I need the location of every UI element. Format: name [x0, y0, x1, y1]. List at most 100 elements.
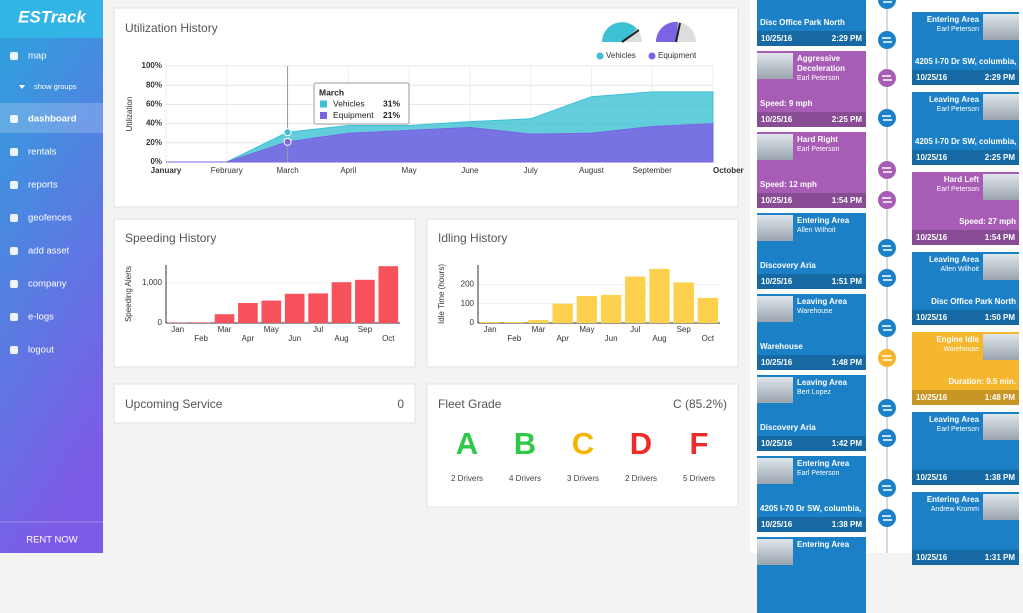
timeline-icon: [878, 349, 896, 367]
nav-item[interactable]: show groups: [34, 82, 77, 91]
card-title: Utilization History: [125, 21, 218, 35]
nav-icon: [10, 280, 18, 288]
nav-item[interactable]: e-logs: [28, 312, 54, 323]
event-date: 10/25/16: [916, 310, 947, 325]
x-tick-label: Oct: [702, 334, 715, 343]
y-tick-label: 80%: [146, 80, 162, 89]
event-date: 10/25/16: [916, 70, 947, 85]
event-subtitle: Earl Peterson: [797, 469, 863, 479]
event-title: Entering Area: [913, 495, 979, 505]
event-time: 1:38 PM: [985, 470, 1015, 485]
bar: [649, 269, 669, 323]
vehicle-photo: [983, 254, 1019, 280]
bar: [215, 314, 235, 323]
y-tick-label: 0%: [150, 157, 162, 166]
timeline-icon: [878, 161, 896, 179]
grade-drivers: 3 Drivers: [567, 474, 599, 483]
nav-item[interactable]: company: [28, 279, 67, 290]
grade-drivers: 5 Drivers: [683, 474, 715, 483]
x-tick-label: Oct: [382, 334, 395, 343]
x-tick-label: January: [151, 166, 182, 175]
legend-label: Vehicles: [606, 51, 636, 60]
x-tick-label: August: [579, 166, 605, 175]
x-tick-label: Mar: [532, 325, 546, 334]
event-subtitle: Allen Wilhoit: [797, 226, 863, 236]
event-subtitle: Earl Peterson: [913, 25, 979, 35]
vehicle-photo: [757, 377, 793, 403]
vehicle-photo: [757, 53, 793, 79]
nav-item[interactable]: logout: [28, 345, 54, 356]
event-date: 10/25/16: [761, 274, 792, 289]
event-title: Hard Left: [913, 175, 979, 185]
card-title: C (85.2%): [673, 397, 727, 411]
tooltip-name: Vehicles: [333, 98, 365, 108]
y-axis-label: Idle Time (hours): [437, 264, 446, 324]
nav-icon: [10, 148, 18, 156]
timeline-icon: [878, 509, 896, 527]
rent-now[interactable]: RENT NOW: [26, 535, 78, 546]
nav-item[interactable]: add asset: [28, 246, 70, 257]
nav-item[interactable]: dashboard: [28, 114, 77, 125]
grade-letter: C: [572, 426, 594, 461]
bar: [553, 304, 573, 323]
event-date: 10/25/16: [761, 436, 792, 451]
vehicle-photo: [757, 215, 793, 241]
event-detail: Speed: 9 mph: [760, 99, 863, 108]
timeline-icon: [878, 31, 896, 49]
card-title: Speeding History: [125, 231, 216, 245]
bar: [698, 298, 718, 323]
event-time: 1:54 PM: [832, 193, 862, 208]
bar: [285, 294, 305, 323]
timeline-icon: [878, 399, 896, 417]
event-time: 1:48 PM: [985, 390, 1015, 405]
x-tick-label: Aug: [652, 334, 666, 343]
event-heading: Entering Area: [797, 540, 863, 550]
event-card[interactable]: Entering Area: [757, 537, 866, 613]
timeline-icon: [878, 239, 896, 257]
nav-item[interactable]: reports: [28, 180, 58, 191]
x-tick-label: June: [461, 166, 479, 175]
x-tick-label: Jul: [313, 325, 323, 334]
event-subtitle: Earl Peterson: [797, 145, 863, 155]
event-subtitle: Earl Peterson: [913, 105, 979, 115]
event-time: 1:48 PM: [832, 355, 862, 370]
x-tick-label: Apr: [242, 334, 255, 343]
bar: [355, 280, 375, 323]
event-subtitle: Earl Peterson: [913, 425, 979, 435]
event-detail: Speed: 12 mph: [760, 180, 863, 189]
x-tick-label: May: [579, 325, 594, 334]
event-detail: 4205 I-70 Dr SW, columbia, M: [915, 137, 1016, 146]
nav-item[interactable]: rentals: [28, 147, 57, 158]
nav-item[interactable]: map: [28, 51, 46, 62]
vehicle-photo: [983, 94, 1019, 120]
grade-letter: F: [690, 426, 709, 461]
legend-dot: [597, 53, 604, 60]
tooltip-name: Equipment: [333, 110, 374, 120]
nav-item[interactable]: geofences: [28, 213, 72, 224]
event-date: 10/25/16: [761, 31, 792, 46]
tooltip-value: 31%: [383, 98, 400, 108]
